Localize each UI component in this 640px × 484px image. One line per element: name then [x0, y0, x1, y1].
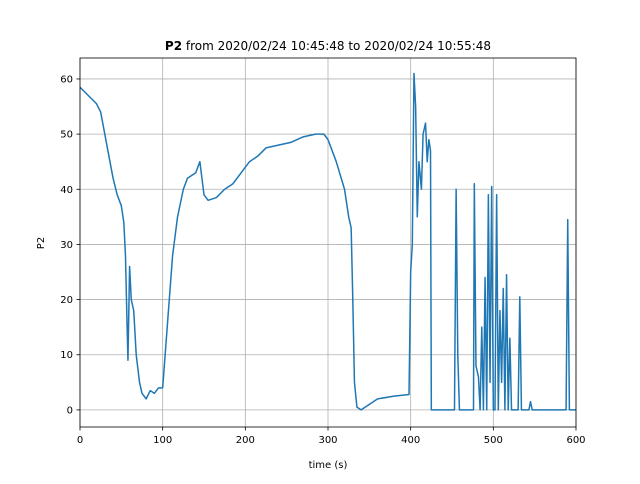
y-tick-label: 10: [60, 350, 73, 361]
data-line: [80, 72, 576, 411]
plot-frame: [79, 57, 577, 428]
x-tick-label: 300: [318, 435, 337, 446]
chart-title: P2 from 2020/02/24 10:45:48 to 2020/02/2…: [165, 39, 491, 53]
x-tick-label: 600: [566, 435, 585, 446]
x-tick-label: 100: [153, 435, 172, 446]
x-tick-label: 0: [77, 435, 83, 446]
y-tick-label: 30: [60, 240, 73, 251]
y-axis-label: P2: [36, 237, 47, 249]
title-rest: from 2020/02/24 10:45:48 to 2020/02/24 1…: [186, 39, 491, 53]
x-tick-label: 400: [401, 435, 420, 446]
y-tick-label: 50: [60, 130, 73, 141]
y-tick-label: 20: [60, 295, 73, 306]
x-tick-label: 200: [236, 435, 255, 446]
title-bold: P2: [165, 39, 182, 53]
y-tick-label: 40: [60, 185, 73, 196]
x-axis-label: time (s): [309, 460, 348, 471]
y-tick-label: 60: [60, 74, 73, 85]
x-tick-label: 500: [484, 435, 503, 446]
y-tick-label: 0: [67, 405, 73, 416]
